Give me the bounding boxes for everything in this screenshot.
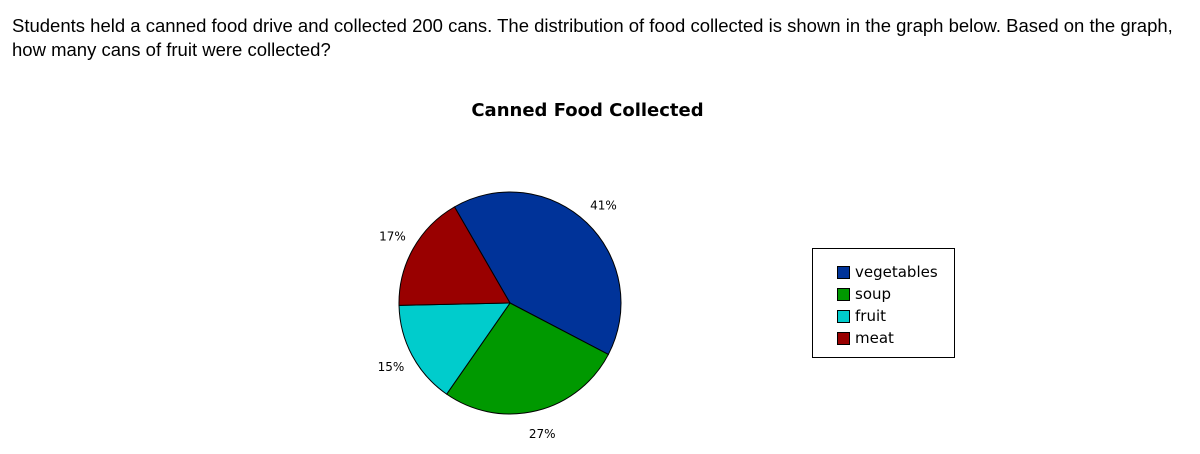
legend-label-meat: meat bbox=[855, 329, 894, 347]
legend-label-vegetables: vegetables bbox=[855, 263, 938, 281]
pie-slice-fruit bbox=[398, 302, 511, 395]
pie-slice-soup bbox=[445, 302, 610, 415]
legend-swatch-meat bbox=[837, 331, 850, 345]
pie-slice-meat bbox=[398, 206, 511, 306]
slice-label-soup: 27% bbox=[529, 427, 556, 441]
chart-title: Canned Food Collected bbox=[471, 100, 704, 121]
chart-legend: vegetables soup fruit meat bbox=[812, 248, 955, 358]
legend-item-meat: meat bbox=[813, 327, 954, 349]
pie-slice-vegetables bbox=[453, 191, 622, 356]
slice-label-vegetables: 41% bbox=[590, 199, 617, 213]
legend-swatch-soup bbox=[837, 287, 850, 301]
legend-swatch-vegetables bbox=[837, 265, 850, 279]
legend-label-fruit: fruit bbox=[855, 307, 887, 325]
legend-label-soup: soup bbox=[855, 285, 892, 303]
question-text: Students held a canned food drive and co… bbox=[12, 15, 1173, 60]
legend-item-soup: soup bbox=[813, 283, 954, 305]
slice-label-fruit: 15% bbox=[378, 360, 405, 374]
legend-swatch-fruit bbox=[837, 309, 850, 323]
slice-label-meat: 17% bbox=[379, 230, 406, 244]
legend-item-fruit: fruit bbox=[813, 305, 954, 327]
legend-item-vegetables: vegetables bbox=[813, 261, 954, 283]
